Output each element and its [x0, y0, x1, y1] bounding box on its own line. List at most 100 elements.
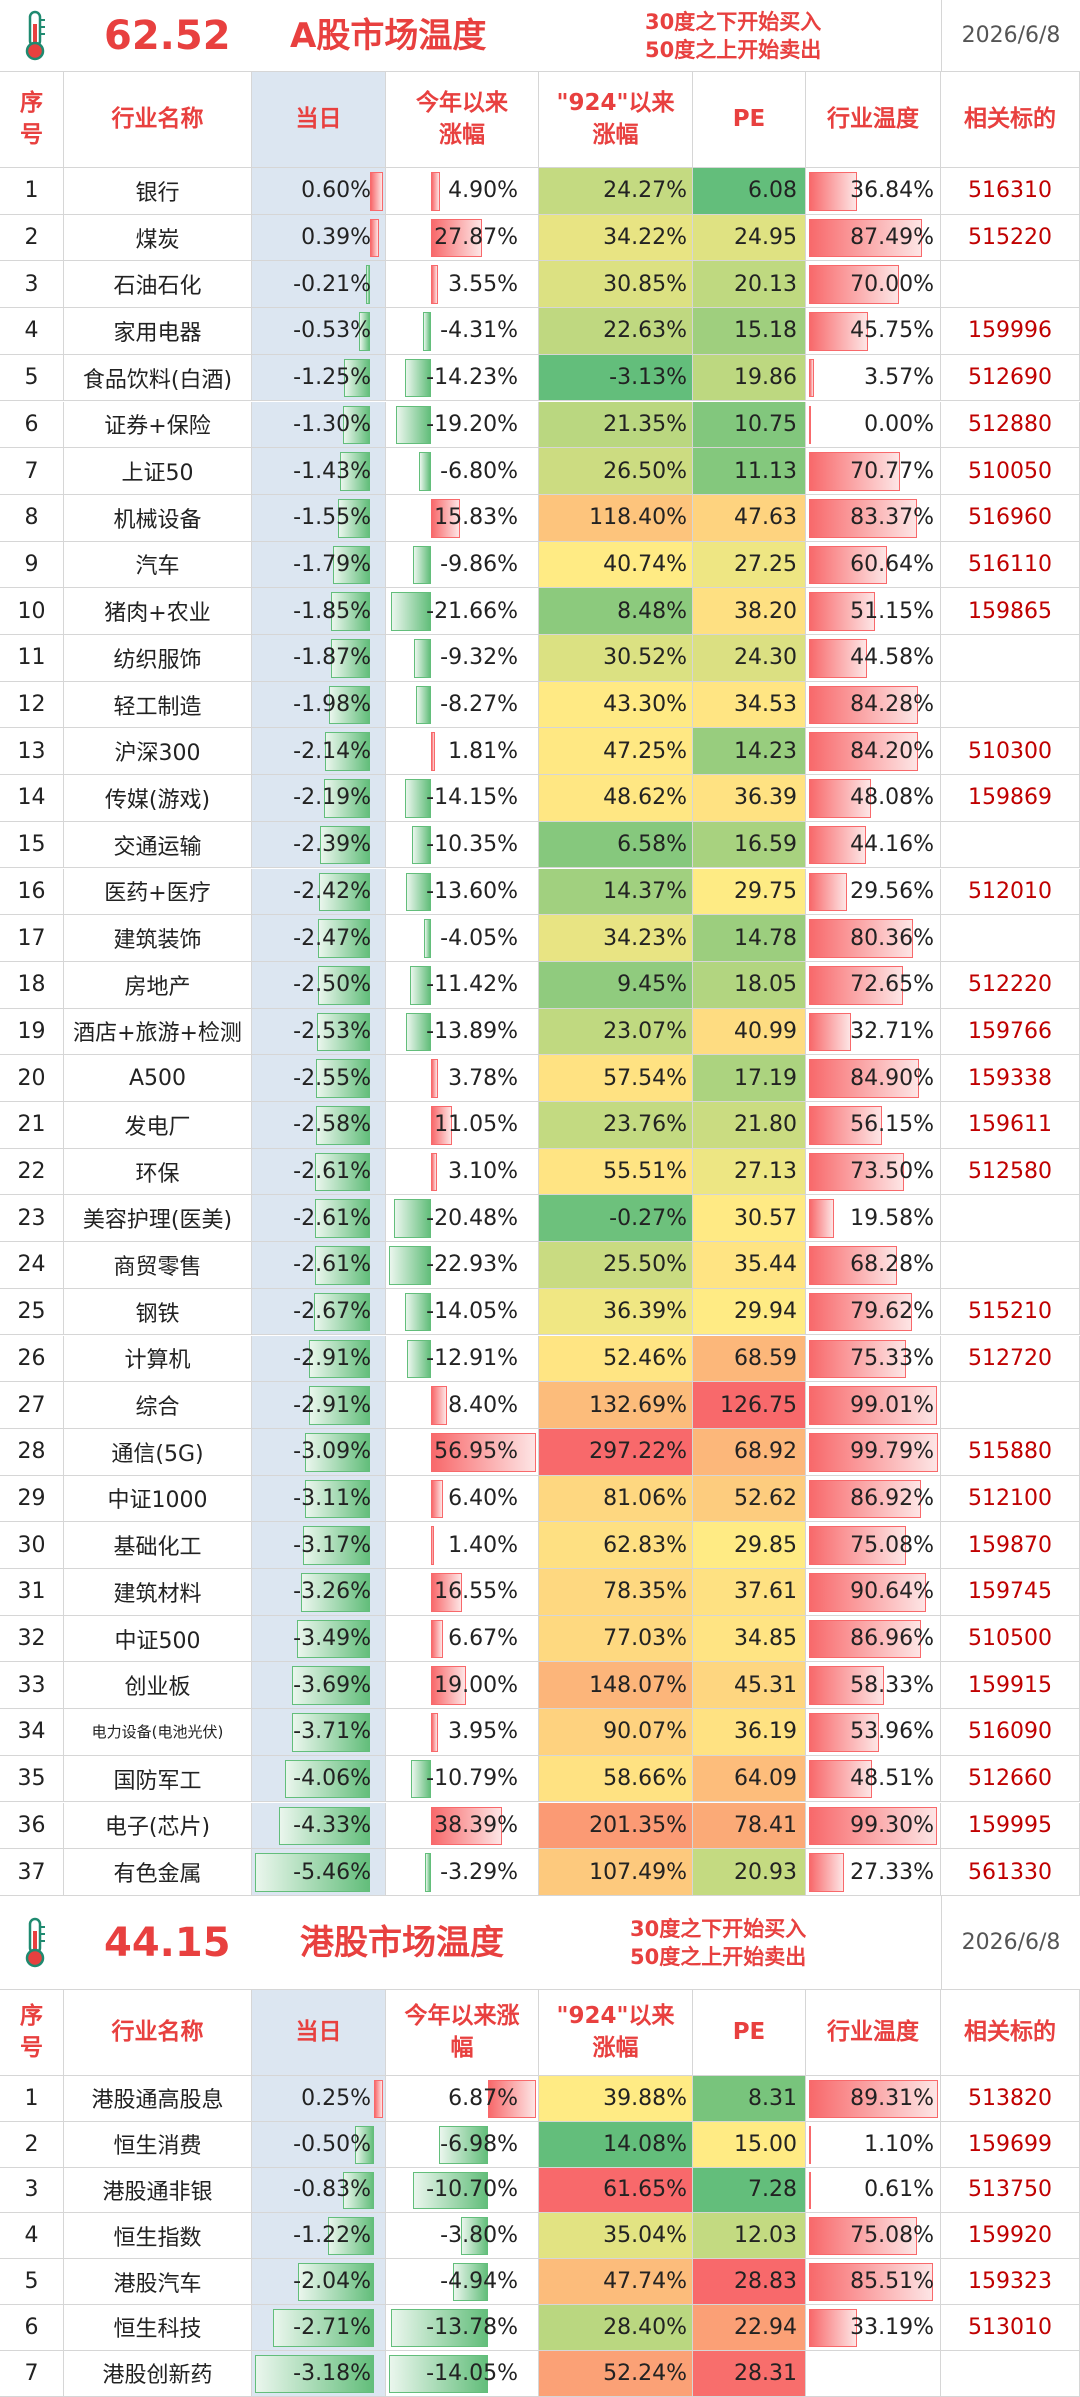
table-cell: 35	[0, 1755, 64, 1803]
note-line: 50度之上开始卖出	[630, 1945, 807, 1969]
table-cell: -4.31%	[386, 308, 539, 355]
table-cell: 512220	[941, 961, 1080, 1009]
cell-text: 酒店+旅游+检测	[73, 1021, 242, 1047]
cell-text: 16.59	[734, 832, 797, 858]
data-bar	[809, 1853, 845, 1892]
table-cell: 19.86	[693, 354, 806, 402]
table-cell: 512580	[941, 1148, 1080, 1196]
table-cell: 27.13	[693, 1148, 806, 1196]
data-bar	[809, 1012, 852, 1052]
table-cell: 38.39%	[386, 1802, 539, 1850]
table-cell: -3.49%	[252, 1615, 386, 1663]
cell-text: 家用电器	[113, 320, 202, 346]
cell-text: 159915	[968, 1672, 1052, 1698]
cell-text: 12	[17, 692, 46, 718]
data-bar	[809, 732, 918, 772]
cell-text: 510300	[968, 738, 1052, 764]
table-cell: 512660	[941, 1755, 1080, 1803]
table-cell: 159995	[941, 1802, 1080, 1850]
cell-text: 15.18	[734, 318, 797, 344]
table-cell: 53.96%	[806, 1709, 941, 1756]
data-bar	[308, 1386, 371, 1425]
column-header-text: 序号	[20, 2003, 43, 2061]
data-bar	[431, 265, 438, 305]
cell-text: 24	[17, 1252, 46, 1278]
cell-text: -9.32%	[440, 645, 518, 671]
table-cell: 3.57%	[806, 354, 941, 402]
table-cell: 14.37%	[539, 868, 693, 916]
table-cell: 70.00%	[806, 261, 941, 309]
table-cell: -6.98%	[386, 2121, 539, 2168]
cell-text: 60.64%	[850, 551, 934, 577]
cell-text: 51.15%	[850, 598, 934, 624]
table-cell: -4.94%	[386, 2259, 539, 2305]
cell-text: -2.71%	[293, 2314, 371, 2340]
cell-text: 19	[17, 1018, 46, 1044]
data-bar	[809, 1573, 927, 1612]
data-bar	[319, 825, 371, 865]
column-header: 序号	[0, 1990, 64, 2076]
data-bar	[297, 2263, 374, 2301]
cell-text: 7	[24, 458, 39, 484]
cell-text: 40.74%	[603, 551, 687, 577]
data-bar	[407, 1339, 432, 1379]
cell-text: 0.61%	[864, 2177, 934, 2203]
table-cell: -1.25%	[252, 354, 386, 402]
cell-text: -14.23%	[426, 365, 518, 391]
cell-text: 297.22%	[589, 1439, 687, 1465]
note-line: 30度之下开始买入	[630, 1917, 807, 1941]
table-cell: 57.54%	[539, 1055, 693, 1102]
cell-text: 84.20%	[850, 738, 934, 764]
cell-text: -3.09%	[293, 1439, 371, 1465]
table-cell: 4.90%	[386, 168, 539, 215]
cell-text: 75.08%	[850, 1532, 934, 1558]
table-cell: -2.58%	[252, 1102, 386, 1149]
cell-text: 机械设备	[113, 507, 202, 533]
table-cell: 9.45%	[539, 961, 693, 1009]
table-cell: 29.56%	[806, 868, 941, 916]
table-cell: 512690	[941, 354, 1080, 402]
table-cell: 48.62%	[539, 775, 693, 822]
cell-text: 510050	[968, 458, 1052, 484]
table-cell: -2.71%	[252, 2305, 386, 2351]
table-cell: 20.93	[693, 1849, 806, 1896]
table-cell: 上证50	[64, 448, 252, 495]
cell-text: 47.63	[734, 505, 797, 531]
column-header: PE	[693, 72, 806, 168]
data-bar	[296, 1619, 371, 1659]
table-cell: 159323	[941, 2259, 1080, 2305]
table-cell: 15.18	[693, 308, 806, 355]
table-cell: 4	[0, 308, 64, 355]
cell-text: 89.31%	[850, 2085, 934, 2111]
data-bar	[431, 1432, 536, 1472]
column-header: 相关标的	[941, 72, 1080, 168]
data-bar	[809, 1199, 835, 1239]
table-cell: 银行	[64, 168, 252, 215]
cell-text: 118.40%	[589, 505, 687, 531]
table-cell: 85.51%	[806, 2259, 941, 2305]
data-bar	[809, 2263, 933, 2301]
table-cell: 电子(芯片)	[64, 1802, 252, 1850]
cell-text: 45.31	[734, 1672, 797, 1698]
table-cell: 纺织服饰	[64, 635, 252, 682]
cell-text: 77.03%	[603, 1626, 687, 1652]
data-bar	[418, 452, 432, 491]
cell-text: 煤炭	[135, 227, 180, 253]
table-cell: 3	[0, 261, 64, 309]
data-bar	[405, 779, 432, 818]
cell-text: 22.63%	[603, 318, 687, 344]
table-cell: -8.27%	[386, 681, 539, 729]
note-line: 30度之下开始买入	[645, 10, 822, 34]
data-bar	[317, 965, 371, 1005]
data-bar	[809, 1059, 919, 1098]
cell-text: 10	[17, 598, 46, 624]
table-cell: 25	[0, 1288, 64, 1336]
table-cell: 159865	[941, 588, 1080, 635]
cell-text: 19.58%	[850, 1205, 934, 1231]
cell-text: -3.11%	[293, 1485, 371, 1511]
cell-text: 16.55%	[434, 1579, 518, 1605]
cell-text: 34.23%	[603, 925, 687, 951]
data-bar	[431, 1106, 452, 1145]
data-bar	[342, 405, 371, 445]
table-cell: -14.15%	[386, 775, 539, 822]
